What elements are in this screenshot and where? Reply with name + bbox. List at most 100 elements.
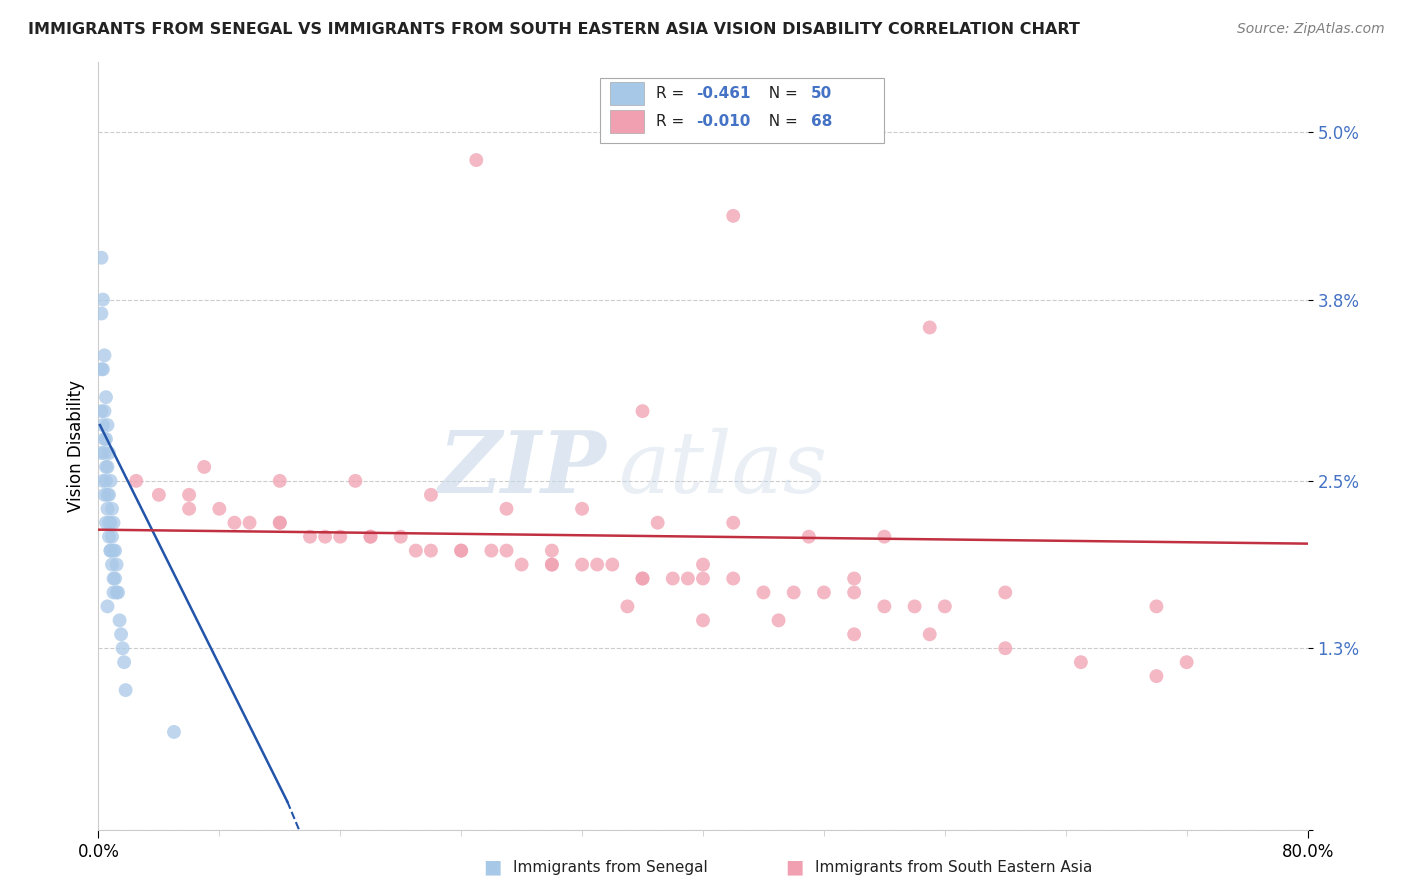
Point — [586, 558, 609, 572]
Point — [100, 543, 122, 558]
Point — [450, 543, 472, 558]
Point — [723, 516, 745, 530]
Point — [797, 530, 820, 544]
Point — [1144, 599, 1167, 614]
Point — [1175, 655, 1198, 669]
Point — [148, 488, 170, 502]
Point — [91, 362, 114, 376]
Point — [105, 585, 128, 599]
Point — [844, 572, 866, 586]
Text: 68: 68 — [811, 114, 832, 129]
Point — [768, 613, 790, 627]
Point — [101, 558, 124, 572]
Point — [93, 432, 115, 446]
Point — [571, 501, 593, 516]
Point — [94, 432, 117, 446]
Point — [571, 558, 593, 572]
Point — [918, 627, 941, 641]
Point — [510, 558, 533, 572]
Point — [783, 585, 806, 599]
Point — [98, 530, 121, 544]
Text: atlas: atlas — [619, 427, 828, 510]
Point — [299, 530, 322, 544]
Point — [104, 572, 127, 586]
Point — [450, 543, 472, 558]
Text: ZIP: ZIP — [439, 427, 606, 511]
Point — [692, 558, 714, 572]
Point — [692, 572, 714, 586]
Point — [873, 599, 896, 614]
Point — [179, 488, 201, 502]
Text: Source: ZipAtlas.com: Source: ZipAtlas.com — [1237, 22, 1385, 37]
Point — [918, 320, 941, 334]
Point — [465, 153, 488, 167]
Point — [1070, 655, 1092, 669]
Point — [269, 516, 291, 530]
Point — [360, 530, 382, 544]
Point — [91, 418, 114, 433]
Point — [107, 585, 129, 599]
Point — [495, 543, 517, 558]
Text: R =: R = — [655, 114, 689, 129]
Point — [114, 683, 136, 698]
Point — [994, 585, 1017, 599]
Point — [723, 572, 745, 586]
Point — [405, 543, 427, 558]
Point — [631, 572, 654, 586]
Point — [94, 390, 117, 404]
Text: -0.010: -0.010 — [696, 114, 751, 129]
Point — [813, 585, 835, 599]
Point — [631, 404, 654, 418]
Point — [314, 530, 336, 544]
Point — [904, 599, 927, 614]
Point — [420, 488, 443, 502]
Point — [208, 501, 231, 516]
Text: R =: R = — [655, 87, 689, 101]
Point — [98, 446, 121, 460]
Point — [94, 459, 117, 474]
Point — [103, 543, 125, 558]
Point — [90, 446, 112, 460]
Point — [90, 362, 112, 376]
FancyBboxPatch shape — [610, 82, 644, 105]
Point — [994, 641, 1017, 656]
Point — [163, 725, 186, 739]
Point — [125, 474, 148, 488]
Text: Immigrants from South Eastern Asia: Immigrants from South Eastern Asia — [815, 860, 1092, 874]
Point — [540, 558, 562, 572]
Point — [540, 558, 562, 572]
Point — [224, 516, 246, 530]
Point — [723, 209, 745, 223]
Point — [108, 613, 131, 627]
Point — [540, 543, 562, 558]
Point — [96, 599, 118, 614]
Point — [329, 530, 352, 544]
Point — [360, 530, 382, 544]
Point — [103, 585, 125, 599]
Point — [90, 306, 112, 320]
Point — [100, 474, 122, 488]
Text: IMMIGRANTS FROM SENEGAL VS IMMIGRANTS FROM SOUTH EASTERN ASIA VISION DISABILITY : IMMIGRANTS FROM SENEGAL VS IMMIGRANTS FR… — [28, 22, 1080, 37]
Point — [98, 516, 121, 530]
Text: Immigrants from Senegal: Immigrants from Senegal — [513, 860, 709, 874]
Point — [110, 627, 132, 641]
Point — [602, 558, 624, 572]
Point — [495, 501, 517, 516]
Point — [844, 585, 866, 599]
Point — [269, 516, 291, 530]
Point — [389, 530, 412, 544]
Point — [103, 516, 125, 530]
Point — [93, 404, 115, 418]
Point — [94, 474, 117, 488]
Point — [105, 558, 128, 572]
Text: ■: ■ — [785, 857, 804, 877]
FancyBboxPatch shape — [600, 78, 884, 143]
Y-axis label: Vision Disability: Vision Disability — [66, 380, 84, 512]
Point — [616, 599, 638, 614]
Point — [873, 530, 896, 544]
Point — [100, 516, 122, 530]
Point — [692, 613, 714, 627]
Point — [676, 572, 699, 586]
Point — [661, 572, 683, 586]
Point — [93, 488, 115, 502]
